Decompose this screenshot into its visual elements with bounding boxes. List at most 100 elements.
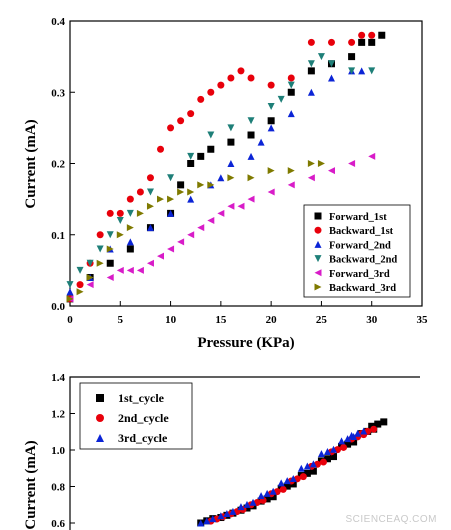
data-point bbox=[96, 245, 104, 253]
y-tick-label: 1.2 bbox=[51, 409, 65, 421]
data-point bbox=[106, 231, 114, 239]
data-point bbox=[350, 438, 358, 446]
data-point bbox=[146, 202, 154, 210]
data-point bbox=[76, 266, 84, 274]
y-tick-label: 0.6 bbox=[51, 518, 65, 530]
legend-label: Backward_2nd bbox=[329, 255, 397, 266]
data-point bbox=[146, 259, 154, 267]
data-point bbox=[66, 281, 74, 289]
data-point bbox=[106, 259, 114, 267]
data-point bbox=[348, 67, 356, 75]
data-point bbox=[106, 209, 114, 217]
data-point bbox=[227, 160, 235, 167]
data-point bbox=[136, 188, 144, 196]
legend-marker bbox=[96, 394, 104, 402]
data-point bbox=[177, 188, 185, 196]
y-tick-label: 0.0 bbox=[51, 301, 65, 313]
data-point bbox=[187, 152, 195, 160]
data-point bbox=[177, 181, 185, 189]
data-point bbox=[323, 447, 331, 455]
data-point bbox=[358, 67, 366, 75]
data-point bbox=[116, 209, 124, 217]
y-axis-ticks: 0.0 0.1 0.2 0.3 0.4 bbox=[51, 16, 75, 313]
data-point bbox=[116, 217, 124, 224]
data-point bbox=[309, 467, 317, 475]
data-point bbox=[106, 274, 114, 281]
data-point bbox=[207, 145, 215, 153]
data-point bbox=[76, 281, 84, 289]
data-point bbox=[247, 74, 255, 82]
legend-label: Forward_3rd bbox=[329, 269, 390, 280]
legend-label: 3rd_cycle bbox=[118, 431, 168, 445]
data-point bbox=[217, 81, 225, 89]
data-point bbox=[368, 152, 376, 160]
legend-marker bbox=[314, 269, 322, 277]
data-point bbox=[187, 110, 195, 118]
data-point bbox=[348, 53, 356, 61]
y-axis-title: Current (mA) bbox=[23, 440, 39, 529]
data-point bbox=[197, 181, 205, 189]
data-point bbox=[187, 188, 195, 196]
data-point bbox=[338, 437, 346, 445]
data-point bbox=[348, 431, 356, 439]
data-point bbox=[227, 138, 235, 146]
data-point bbox=[126, 266, 134, 274]
data-point bbox=[237, 202, 245, 210]
data-point bbox=[317, 450, 325, 458]
data-point bbox=[146, 224, 154, 232]
data-point bbox=[368, 422, 376, 430]
data-point bbox=[380, 418, 388, 426]
data-point bbox=[289, 474, 297, 482]
data-point bbox=[368, 38, 376, 46]
data-point bbox=[340, 443, 348, 451]
legend-entries: Forward_1st Backward_1st Forward_2nd Backwa… bbox=[314, 212, 397, 294]
data-point bbox=[237, 503, 245, 511]
data-point bbox=[307, 160, 315, 167]
x-tick-label: 10 bbox=[165, 314, 177, 326]
data-point bbox=[307, 38, 315, 46]
data-point bbox=[197, 224, 205, 232]
data-point bbox=[283, 482, 291, 490]
data-point bbox=[243, 504, 251, 512]
data-point bbox=[263, 489, 271, 497]
data-point bbox=[106, 245, 114, 253]
data-point bbox=[348, 160, 356, 167]
data-point bbox=[136, 266, 144, 274]
data-point bbox=[229, 507, 237, 515]
data-point bbox=[227, 174, 235, 182]
data-point bbox=[267, 124, 275, 132]
data-point bbox=[299, 473, 307, 481]
data-point bbox=[247, 131, 255, 139]
data-point bbox=[157, 195, 165, 203]
data-point bbox=[319, 458, 327, 466]
y-tick-label: 0.1 bbox=[51, 230, 65, 242]
data-point bbox=[368, 67, 376, 75]
data-point bbox=[303, 462, 311, 470]
legend-entries: 1st_cycle 2nd_cycle 3rd_cycle bbox=[96, 391, 169, 445]
legend-label: 2nd_cycle bbox=[118, 411, 169, 425]
data-point bbox=[197, 95, 205, 103]
data-point bbox=[217, 209, 225, 217]
data-point bbox=[327, 74, 335, 82]
data-point bbox=[277, 95, 285, 103]
data-point bbox=[307, 60, 315, 68]
y-axis-ticks: 0.6 0.8 1.0 1.2 1.4 bbox=[51, 372, 75, 530]
data-point bbox=[263, 495, 271, 503]
data-point bbox=[197, 152, 205, 160]
data-point bbox=[323, 455, 331, 463]
legend-marker bbox=[314, 255, 322, 263]
x-tick-label: 20 bbox=[266, 314, 278, 326]
data-point bbox=[86, 281, 94, 289]
data-point bbox=[126, 238, 134, 246]
legend-marker bbox=[314, 283, 322, 291]
data-point bbox=[317, 53, 325, 61]
chart-cycles: 0.6 0.8 1.0 1.2 1.4 Current (mA) 1st_cycle 2n… bbox=[23, 372, 420, 530]
data-point bbox=[207, 88, 215, 96]
legend: 1st_cycle 2nd_cycle 3rd_cycle bbox=[79, 382, 193, 450]
data-point bbox=[257, 138, 265, 146]
data-point bbox=[187, 195, 195, 203]
data-point bbox=[249, 498, 257, 506]
y-axis-title: Current (mA) bbox=[23, 119, 39, 208]
data-point bbox=[344, 435, 352, 443]
x-tick-label: 5 bbox=[118, 314, 124, 326]
